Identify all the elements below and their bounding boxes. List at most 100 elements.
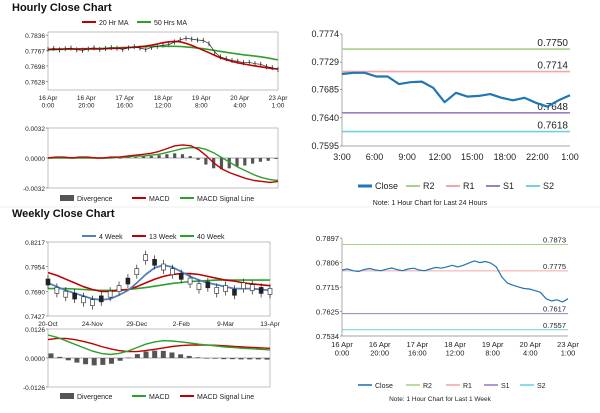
weekly-macd-divergence-bar xyxy=(160,350,166,358)
hourly-pivot-r2-label: 0.7750 xyxy=(537,38,568,49)
weekly-price-candle-body xyxy=(178,273,184,280)
weekly-macd-line xyxy=(47,334,271,356)
weekly-pivot-r2-label: 0.7873 xyxy=(543,235,566,244)
weekly-price-candle-body xyxy=(170,268,175,275)
hourly-macd-divergence-bar xyxy=(219,158,224,170)
hourly-macd-divergence-bar xyxy=(266,158,270,161)
weekly-pivot-xtick-1: 16 Apr 20:00 xyxy=(369,340,391,358)
weekly-macd-divergence-bar xyxy=(100,358,106,365)
legend-hourly-divergence-label: Divergence xyxy=(77,196,113,203)
legend-weekly-divergence-label: Divergence xyxy=(77,394,113,401)
weekly-price-13-week-line xyxy=(47,271,271,293)
weekly-price-xtick-2: 29-Dec xyxy=(126,321,148,328)
weekly-pivot-s2-label: 0.7557 xyxy=(543,321,566,330)
weekly-price-candle-body xyxy=(54,287,60,294)
hourly-price-tick-2: 0.7698 xyxy=(25,64,45,71)
hourly-pivot-xtick-4: 15:00 xyxy=(461,152,484,162)
hourly-macd-divergence-bar xyxy=(180,154,185,158)
hourly-macd-divergence-bar xyxy=(188,156,192,158)
weekly-pivot-xtick-2: 17 Apr 16:00 xyxy=(406,340,428,358)
weekly-price-candle-body xyxy=(134,268,140,275)
weekly-chart-title: Weekly Close Chart xyxy=(12,208,115,220)
hourly-macd-divergence-bar xyxy=(141,156,146,158)
weekly-pivot-tick-4: 0.7534 xyxy=(316,332,339,341)
weekly-pivot-tick-1: 0.7806 xyxy=(316,259,339,268)
weekly-price-candle-body xyxy=(267,288,273,295)
weekly-price-4-week-line xyxy=(47,264,271,301)
weekly-pivot-xtick-5: 20 Apr 4:00 xyxy=(519,340,541,358)
hourly-macd-signal-line xyxy=(48,146,279,182)
weekly-price-candle-body xyxy=(98,295,104,303)
legend-20hr-ma-label: 20 Hr MA xyxy=(99,20,129,27)
legend-hourly-macd-label: MACD xyxy=(149,196,170,203)
hourly-pivot-xtick-6: 22:00 xyxy=(526,152,549,162)
weekly-macd-divergence-bar xyxy=(221,358,227,360)
hourly-pivot-tick-3: 0.7640 xyxy=(311,113,339,123)
weekly-price-candle-body xyxy=(143,254,148,261)
legend-hourly-pivot-s1-label: S1 xyxy=(503,181,514,191)
hourly-macd-divergence-bar xyxy=(134,157,138,158)
hourly-price-tick-1: 0.7767 xyxy=(25,49,45,56)
legend-hourly-pivot-close-label: Close xyxy=(375,181,398,191)
weekly-macd-tick-1: 0.0000 xyxy=(25,356,45,363)
weekly-price-candle-body xyxy=(63,290,69,298)
weekly-pivot-tick-0: 0.7897 xyxy=(316,234,339,243)
weekly-pivot-s1-label: 0.7617 xyxy=(543,305,566,314)
hourly-pivot-xtick-7: 1:00 xyxy=(561,152,579,162)
legend-weekly-pivot-close-label: Close xyxy=(375,383,393,390)
weekly-price-candle-body xyxy=(214,287,220,294)
legend-weekly-divergence-swatch xyxy=(60,393,74,399)
weekly-pivot-r1-label: 0.7775 xyxy=(543,262,566,271)
weekly-price-xtick-4: 9-Mar xyxy=(217,321,235,328)
hourly-price-xtick-1: 16 Apr 20:00 xyxy=(77,95,97,110)
weekly-pivot-tick-2: 0.7715 xyxy=(316,283,339,292)
legend-hourly-pivot-r2-label: R2 xyxy=(423,181,435,191)
legend-weekly-signal-label: MACD Signal Line xyxy=(197,394,254,401)
legend-40-week-label: 40 Week xyxy=(197,234,225,241)
hourly-price-xtick-3: 18 Apr 12:00 xyxy=(154,95,174,110)
hourly-price-xtick-5: 20 Apr 4:00 xyxy=(230,95,250,110)
weekly-price-xtick-5: 13-Apr xyxy=(260,321,280,328)
weekly-price-candle-body xyxy=(90,299,95,306)
weekly-pivot-xtick-3: 18 Apr 12:00 xyxy=(444,340,466,358)
legend-hourly-signal-label: MACD Signal Line xyxy=(197,196,254,203)
hourly-pivot-tick-1: 0.7729 xyxy=(311,57,339,67)
hourly-pivot-tick-0: 0.7774 xyxy=(311,29,339,39)
hourly-macd-divergence-bar xyxy=(274,158,278,159)
hourly-pivot-tick-2: 0.7685 xyxy=(311,85,339,95)
weekly-price-xtick-1: 24-Nov xyxy=(82,321,104,328)
weekly-macd-divergence-bar xyxy=(186,355,192,358)
legend-weekly-pivot-r2-label: R2 xyxy=(423,383,432,390)
weekly-price-candle-body xyxy=(223,285,228,292)
weekly-macd-divergence-bar xyxy=(178,354,184,358)
hourly-price-xtick-6: 23 Apr 1:00 xyxy=(269,95,289,110)
weekly-macd-divergence-bar xyxy=(152,350,158,358)
weekly-macd-divergence-bar xyxy=(264,358,270,360)
hourly-macd-divergence-bar xyxy=(118,158,122,159)
hourly-pivot-tick-4: 0.7595 xyxy=(311,141,339,151)
weekly-price-candle-body xyxy=(196,283,202,290)
hourly-pivot-xtick-2: 9:00 xyxy=(398,152,416,162)
hourly-price-xtick-4: 19 Apr 8:00 xyxy=(192,95,212,110)
weekly-price-tick-2: 0.7690 xyxy=(25,289,45,296)
legend-weekly-pivot-s1-label: S1 xyxy=(501,383,510,390)
hourly-pivot-r1-label: 0.7714 xyxy=(537,61,568,72)
weekly-macd-divergence-bar xyxy=(204,358,210,359)
legend-13-week-label: 13 Week xyxy=(149,234,177,241)
hourly-macd-divergence-bar xyxy=(173,153,177,158)
weekly-macd-divergence-bar xyxy=(65,358,71,361)
weekly-price-tick-3: 0.7427 xyxy=(25,314,45,321)
weekly-macd-divergence-bar xyxy=(247,358,253,360)
hourly-pivot-xtick-3: 12:00 xyxy=(428,152,451,162)
weekly-price-xtick-0: 20-Oct xyxy=(38,321,58,328)
weekly-price-candle-body xyxy=(125,277,131,285)
weekly-macd-divergence-bar xyxy=(169,352,175,358)
weekly-macd-divergence-bar xyxy=(108,358,114,364)
legend-hourly-divergence-swatch xyxy=(60,195,74,201)
hourly-macd-divergence-bar xyxy=(227,158,231,169)
legend-weekly-pivot-r1-label: R1 xyxy=(463,383,472,390)
weekly-macd-divergence-bar xyxy=(126,357,132,359)
hourly-macd-divergence-bar xyxy=(157,155,161,158)
weekly-price-candle-body xyxy=(205,281,211,289)
